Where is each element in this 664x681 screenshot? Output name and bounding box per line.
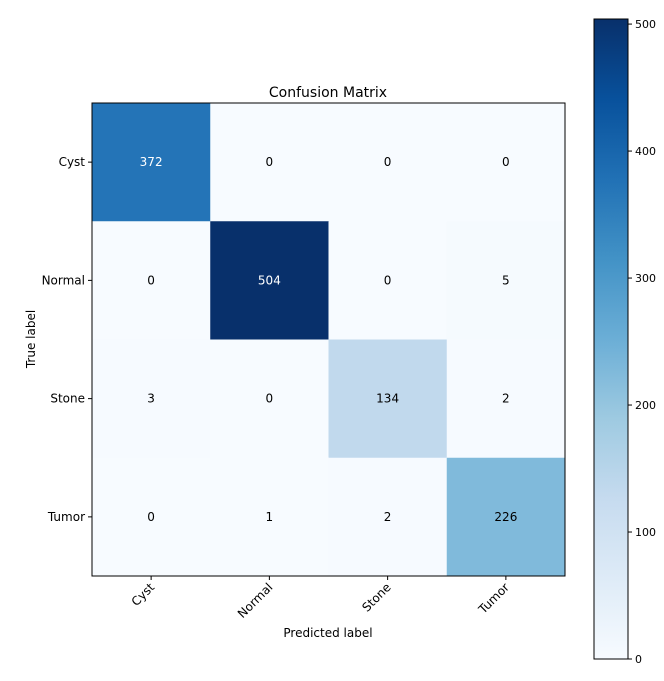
y-axis-ticks: Cyst Normal Stone Tumor bbox=[42, 155, 92, 524]
colorbar-tick-label: 300 bbox=[635, 272, 656, 285]
colorbar-tick-label: 500 bbox=[635, 18, 656, 31]
y-tick-label: Stone bbox=[50, 392, 85, 406]
cell-value-label: 226 bbox=[494, 510, 517, 524]
heatmap-cell-labels: 372 0 0 0 0 504 0 5 3 0 134 2 0 1 2 226 bbox=[140, 155, 518, 524]
heatmap-cell bbox=[210, 457, 329, 577]
cell-value-label: 504 bbox=[258, 273, 281, 287]
heatmap-cell bbox=[92, 457, 211, 577]
heatmap-cell bbox=[92, 103, 211, 222]
y-axis-label: True label bbox=[24, 310, 38, 369]
x-tick-label: Tumor bbox=[475, 580, 512, 617]
colorbar-tick-label: 100 bbox=[635, 526, 656, 539]
heatmap-cell bbox=[92, 339, 211, 459]
colorbar-tick-label: 200 bbox=[635, 399, 656, 412]
x-axis-ticks: Cyst Normal Stone Tumor bbox=[129, 576, 512, 621]
cell-value-label: 134 bbox=[376, 392, 399, 406]
cell-value-label: 5 bbox=[502, 273, 510, 287]
cell-value-label: 1 bbox=[266, 510, 274, 524]
y-tick-label: Tumor bbox=[47, 510, 85, 524]
colorbar bbox=[593, 18, 629, 660]
heatmap-cell bbox=[328, 339, 448, 459]
heatmap-cell bbox=[328, 457, 448, 577]
cell-value-label: 0 bbox=[266, 392, 274, 406]
cell-value-label: 0 bbox=[147, 510, 155, 524]
heatmap-cell bbox=[210, 339, 329, 459]
heatmap-cell bbox=[210, 103, 329, 222]
x-tick-label: Cyst bbox=[129, 580, 158, 609]
heatmap-cell bbox=[328, 221, 448, 340]
cell-value-label: 2 bbox=[502, 392, 510, 406]
chart-title: Confusion Matrix bbox=[269, 85, 387, 101]
heatmap-cells bbox=[92, 103, 566, 577]
heatmap-cell bbox=[92, 221, 211, 340]
cell-value-label: 2 bbox=[384, 510, 392, 524]
x-tick-label: Normal bbox=[235, 580, 276, 621]
cell-value-label: 372 bbox=[140, 155, 163, 169]
y-tick-label: Normal bbox=[42, 273, 85, 287]
heatmap-cell bbox=[446, 103, 566, 222]
x-tick-label: Stone bbox=[359, 580, 393, 614]
x-axis-label: Predicted label bbox=[283, 626, 372, 640]
colorbar-ticks: 0 100 200 300 400 500 bbox=[628, 18, 656, 666]
y-tick-label: Cyst bbox=[59, 155, 86, 169]
cell-value-label: 0 bbox=[384, 155, 392, 169]
heatmap-cell bbox=[446, 457, 566, 577]
cell-value-label: 0 bbox=[502, 155, 510, 169]
cell-value-label: 0 bbox=[384, 273, 392, 287]
colorbar-tick-label: 400 bbox=[635, 145, 656, 158]
cell-value-label: 3 bbox=[147, 392, 155, 406]
heatmap-cell bbox=[328, 103, 448, 222]
heatmap-cell bbox=[446, 339, 566, 459]
heatmap-cell bbox=[446, 221, 566, 340]
cell-value-label: 0 bbox=[147, 273, 155, 287]
colorbar-tick-label: 0 bbox=[635, 653, 642, 666]
plot-frame bbox=[91, 102, 566, 577]
cell-value-label: 0 bbox=[266, 155, 274, 169]
heatmap-cell bbox=[210, 221, 329, 340]
